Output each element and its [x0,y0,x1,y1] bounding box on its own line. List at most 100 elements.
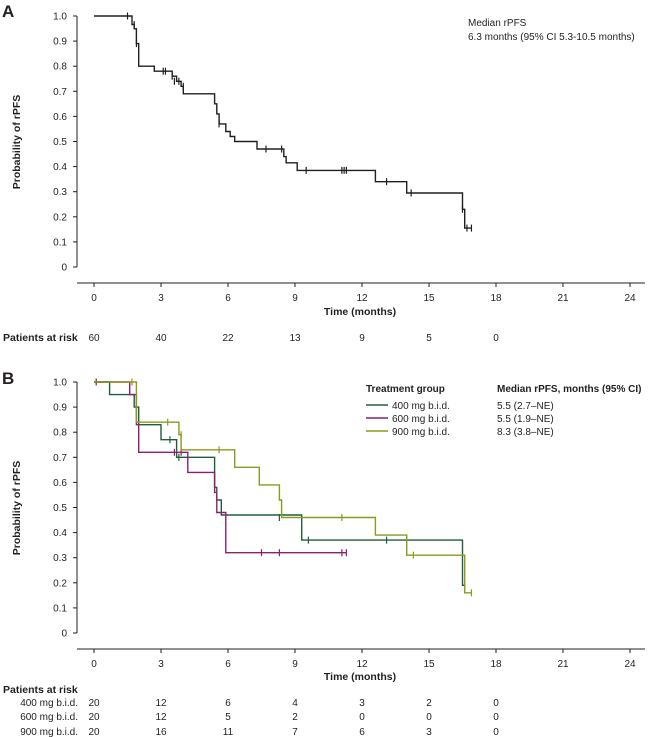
y-tick-label: 0.8 [53,428,67,439]
x-tick-label: 0 [91,659,97,670]
x-tick-label: 18 [490,293,502,304]
y-tick-label: 0.2 [53,212,67,223]
km-curve [94,381,347,554]
legend-group-name: 900 mg b.i.d. [392,427,450,438]
y-tick-label: 0.4 [53,528,67,539]
risk-count: 5 [225,712,231,723]
x-tick-label: 3 [158,293,164,304]
risk-count: 60 [88,333,100,344]
km-curve [94,15,472,229]
y-tick-label: 0.9 [53,37,67,48]
y-tick-label: 1.0 [53,378,67,389]
risk-count: 7 [292,727,298,737]
risk-count: 0 [493,727,499,737]
y-tick-label: 0 [61,263,67,274]
y-tick-label: 1.0 [53,12,67,23]
y-tick-label: 0.7 [53,87,67,98]
panel-a-y-axis-title: Probability of rPFS [11,95,23,190]
risk-count: 0 [359,712,365,723]
panel-a-x-axis: 0 3 6 9 12 15 18 21 24 [77,282,645,304]
x-tick-label: 6 [225,659,231,670]
panel-a-letter: A [2,2,14,21]
y-tick-label: 0.2 [53,578,67,589]
series-900-mg-b-i-d- [94,378,473,597]
y-tick-label: 0.5 [53,503,67,514]
risk-count: 20 [88,727,100,737]
y-tick-label: 0 [61,629,67,640]
panel-b: B 0 0.1 0.2 0.3 0.4 0.5 0.6 0.7 0.8 0.9 1.0 0 3 6 9 12… [2,369,645,737]
x-tick-label: 12 [356,293,368,304]
risk-count: 22 [222,333,234,344]
series-all-patients [94,12,473,232]
x-tick-label: 3 [158,659,164,670]
panel-b-y-axis: 0 0.1 0.2 0.3 0.4 0.5 0.6 0.7 0.8 0.9 1.0 [53,378,78,640]
km-curve [94,381,465,586]
risk-count: 2 [292,712,298,723]
y-tick-label: 0.3 [53,187,67,198]
x-tick-label: 9 [292,659,298,670]
risk-count: 6 [225,698,231,709]
risk-count: 16 [155,727,167,737]
risk-count: 2 [426,698,432,709]
x-tick-label: 24 [624,659,636,670]
x-tick-label: 15 [423,659,435,670]
legend-group-median: 8.3 (3.8–NE) [497,427,554,438]
y-tick-label: 0.4 [53,162,67,173]
x-tick-label: 21 [557,293,569,304]
x-tick-label: 24 [624,293,636,304]
y-tick-label: 0.6 [53,478,67,489]
risk-row-label: 900 mg b.i.d. [20,727,78,737]
panel-a-curves [94,12,473,232]
y-tick-label: 0.9 [53,403,67,414]
risk-count: 3 [359,698,365,709]
legend-header-median: Median rPFS, months (95% CI) [497,384,641,395]
y-tick-label: 0.1 [53,603,67,614]
x-tick-label: 18 [490,659,502,670]
legend-header-group: Treatment group [366,384,445,395]
legend-group-median: 5.5 (1.9–NE) [497,414,554,425]
legend-group-median: 5.5 (2.7–NE) [497,401,554,412]
risk-count: 20 [88,698,100,709]
risk-count: 20 [88,712,100,723]
x-tick-label: 21 [557,659,569,670]
y-tick-label: 0.5 [53,137,67,148]
x-tick-label: 0 [91,293,97,304]
y-tick-label: 0.1 [53,237,67,248]
panel-b-x-axis: 0 3 6 9 12 15 18 21 24 [77,648,645,670]
km-curve [94,381,472,594]
panel-b-risk-title: Patients at risk [3,684,78,696]
panel-b-y-axis-title: Probability of rPFS [11,461,23,556]
y-tick-label: 0.7 [53,453,67,464]
panel-a-median-heading: Median rPFS [468,18,527,29]
risk-count: 0 [493,698,499,709]
risk-count: 0 [493,333,499,344]
y-tick-label: 0.6 [53,112,67,123]
legend-group-name: 600 mg b.i.d. [392,414,450,425]
panel-b-curves [94,378,473,597]
y-tick-label: 0.3 [53,553,67,564]
risk-count: 9 [359,333,365,344]
panel-a-y-axis: 0 0.1 0.2 0.3 0.4 0.5 0.6 0.7 0.8 0.9 1.0 [53,12,78,274]
panel-a-risk-title: Patients at risk [3,332,78,344]
panel-a-median-value: 6.3 months (95% CI 5.3-10.5 months) [468,32,635,43]
x-tick-label: 9 [292,293,298,304]
legend-group-name: 400 mg b.i.d. [392,401,450,412]
panel-a: A 0 0.1 0.2 0.3 0.4 0.5 0.6 0.7 0.8 0.9 1.0 0 3 6 9 12… [2,2,645,344]
risk-count: 12 [155,698,167,709]
risk-count: 0 [426,712,432,723]
risk-count: 11 [223,727,234,737]
risk-count: 4 [292,698,298,709]
risk-count: 3 [426,727,432,737]
panel-b-legend: Treatment group Median rPFS, months (95%… [366,384,641,438]
x-tick-label: 6 [225,293,231,304]
panel-b-letter: B [2,369,14,388]
risk-count: 40 [155,333,167,344]
risk-count: 0 [493,712,499,723]
x-tick-label: 15 [423,293,435,304]
risk-count: 13 [289,333,301,344]
series-600-mg-b-i-d- [94,378,347,557]
panel-a-risk-table: 60 40 22 13 9 5 0 [88,333,499,344]
risk-count: 6 [359,727,365,737]
risk-row-label: 400 mg b.i.d. [20,698,78,709]
